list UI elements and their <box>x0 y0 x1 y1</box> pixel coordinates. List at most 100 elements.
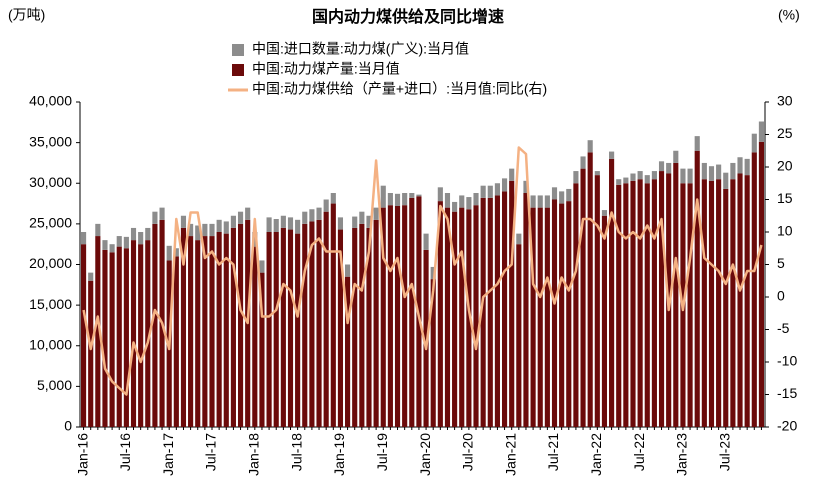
bar-import <box>359 211 365 224</box>
y2-tick-label: 30 <box>777 93 793 109</box>
bar-import <box>95 223 101 237</box>
bar-import <box>273 219 279 232</box>
bar-production <box>295 233 301 427</box>
bar-import <box>730 162 736 180</box>
legend-swatch <box>232 64 244 76</box>
bar-import <box>480 185 486 198</box>
x-tick-label: Jul-22 <box>631 433 647 471</box>
bar-import <box>352 216 358 228</box>
bar-production <box>630 180 636 427</box>
y-tick-label: 40,000 <box>29 93 72 109</box>
bar-import <box>266 217 272 232</box>
y2-axis-label: (%) <box>778 7 800 23</box>
x-tick-label: Jul-20 <box>460 433 476 471</box>
bar-production <box>437 201 443 427</box>
bar-production <box>88 280 94 427</box>
bar-import <box>630 173 636 181</box>
bar-production <box>723 188 729 427</box>
bar-production <box>430 279 436 427</box>
bar-production <box>259 272 265 427</box>
bar-production <box>202 236 208 427</box>
bar-import <box>694 136 700 151</box>
bar-import <box>737 157 743 174</box>
bar-import <box>587 140 593 153</box>
x-tick-label: Jan-22 <box>588 433 604 476</box>
bar-import <box>444 193 451 208</box>
bar-import <box>230 215 236 228</box>
bar-production <box>559 203 565 427</box>
bar-production <box>323 211 329 427</box>
legend-label: 中国:动力煤供给（产量+进口）:当月值:同比(右) <box>252 81 547 97</box>
bar-import <box>373 207 379 220</box>
bar-import <box>673 150 679 163</box>
bar-production <box>252 246 258 427</box>
bar-production <box>366 227 372 427</box>
bar-production <box>494 195 500 427</box>
bar-import <box>330 193 336 204</box>
x-tick-label: Jul-17 <box>203 433 219 471</box>
bar-import <box>173 248 179 257</box>
x-tick-label: Jan-19 <box>331 433 347 476</box>
bar-production <box>180 227 187 427</box>
bar-production <box>330 203 336 427</box>
x-tick-label: Jan-21 <box>502 433 518 476</box>
bar-import <box>716 164 722 180</box>
bar-import <box>138 232 144 245</box>
bar-import <box>109 244 115 253</box>
bar-production <box>644 183 650 427</box>
bar-production <box>523 193 529 427</box>
bar-import <box>345 264 351 277</box>
bar-import <box>473 193 479 206</box>
bar-production <box>216 232 222 427</box>
bar-import <box>509 168 515 181</box>
bar-import <box>751 133 757 153</box>
bar-import <box>287 217 294 230</box>
bar-production <box>701 179 707 427</box>
bar-production <box>580 168 586 427</box>
bar-import <box>394 193 401 206</box>
bar-production <box>116 246 122 427</box>
bar-import <box>680 168 686 184</box>
legend-label: 中国:动力煤产量:当月值 <box>252 61 400 77</box>
bar-import <box>551 187 558 200</box>
y2-tick-label: -5 <box>777 320 790 336</box>
y2-tick-label: 10 <box>777 223 793 239</box>
bar-import <box>402 193 408 206</box>
y2-tick-label: -10 <box>777 353 797 369</box>
bar-production <box>573 183 579 427</box>
bar-import <box>651 171 657 180</box>
bar-import <box>152 211 158 224</box>
bar-production <box>487 197 493 427</box>
bar-production <box>687 183 693 427</box>
bar-production <box>209 236 215 427</box>
bar-import <box>180 215 187 228</box>
bar-production <box>352 227 358 427</box>
bar-production <box>744 175 750 427</box>
y2-tick-label: 15 <box>777 190 793 206</box>
bar-production <box>537 207 543 427</box>
bar-production <box>302 223 308 427</box>
bar-import <box>166 245 172 261</box>
bar-import <box>387 193 393 206</box>
bar-import <box>687 168 693 184</box>
bar-production <box>287 229 294 427</box>
x-tick-label: Jul-19 <box>374 433 390 471</box>
bar-production <box>466 209 472 427</box>
bar-production <box>459 207 465 427</box>
bar-production <box>758 141 765 427</box>
bar-import <box>295 219 301 234</box>
bar-production <box>380 207 386 427</box>
bar-production <box>609 158 615 427</box>
bar-production <box>694 150 700 427</box>
bar-production <box>409 197 415 427</box>
bar-production <box>394 206 401 427</box>
bar-production <box>316 219 322 427</box>
bar-production <box>587 152 593 427</box>
bar-production <box>80 244 87 427</box>
bar-import <box>88 272 94 281</box>
bar-import <box>237 211 244 224</box>
bar-import <box>530 195 536 208</box>
bar-import <box>416 194 422 197</box>
y2-tick-label: -20 <box>777 418 797 434</box>
y2-tick-label: 25 <box>777 125 793 141</box>
